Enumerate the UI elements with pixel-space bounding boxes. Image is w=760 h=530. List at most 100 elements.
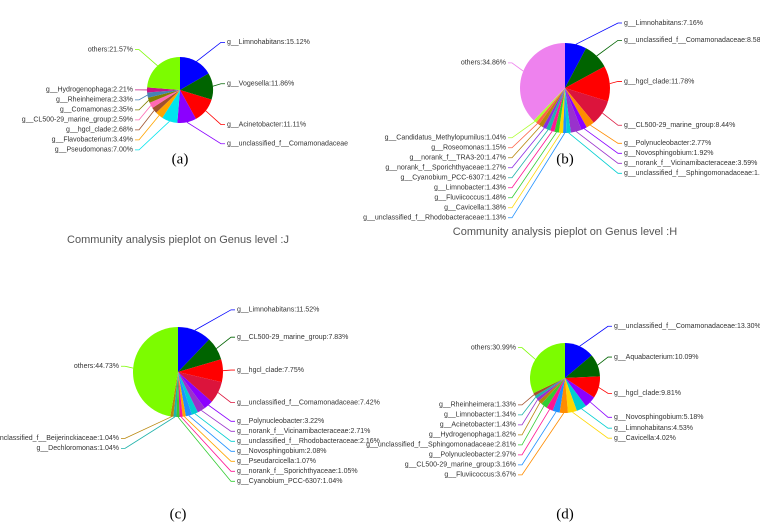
leader-line	[590, 401, 612, 418]
slice-label: g__unclassified_f__Rhodobacteraceae:2.16…	[237, 438, 380, 445]
slice-label: g__Pseudarcicella:1.07%	[237, 458, 316, 465]
panel-caption: (b)	[556, 151, 574, 167]
slice-label: g__Limnohabitans:7.16%	[624, 20, 703, 27]
leader-line	[575, 22, 622, 45]
leader-line	[508, 129, 549, 179]
pie-slice	[178, 359, 224, 383]
leader-line	[121, 365, 134, 369]
leader-line	[508, 62, 524, 72]
slice-label: g__Acinetobacter:11.11%	[227, 121, 306, 128]
leader-line	[590, 124, 622, 144]
pie-slice	[178, 339, 222, 372]
slice-label: g__Novosphingobium:2.08%	[237, 448, 327, 455]
leader-line	[508, 123, 538, 149]
pie-slice	[534, 378, 565, 399]
leader-line	[572, 411, 612, 439]
slice-label: g__CL500-29_marine_group:8.44%	[624, 122, 735, 129]
pie-slice	[530, 343, 565, 394]
slice-label: g__Comamonas:2.35%	[60, 107, 133, 114]
leader-line	[177, 416, 235, 482]
slice-label: g__Fluviicoccus:3.67%	[444, 472, 516, 479]
pie-slice	[178, 372, 205, 413]
pie-slice	[565, 48, 605, 88]
slice-label: g__CL500-29_marine_group:2.59%	[22, 117, 133, 124]
leader-line	[212, 83, 225, 87]
slice-label: g__Limnohabitans:15.12%	[227, 39, 310, 46]
slice-label: g__Flavobacterium:3.49%	[52, 137, 133, 144]
leader-line	[575, 131, 622, 164]
leader-line	[508, 125, 542, 159]
slice-label: g__Limnohabitans:11.52%	[237, 307, 319, 314]
pie-slice	[565, 43, 587, 88]
leader-line	[518, 405, 545, 446]
leader-line	[135, 105, 152, 121]
slice-label: g__unclassified_f__Comamonadaceae:7.42%	[237, 399, 380, 406]
slice-label: g__Limnobacter:1.34%	[444, 412, 516, 419]
leader-line	[609, 81, 622, 84]
slice-label: g__Rheinheimera:2.33%	[56, 97, 133, 104]
slice-label: g__Limnohabitans:4.53%	[614, 425, 693, 432]
pie-slice	[565, 88, 594, 128]
leader-line	[581, 408, 612, 429]
slice-label: g__Cyanobium_PCC-6307:1.04%	[237, 478, 342, 485]
pie-slice	[147, 90, 180, 98]
chart-title: Community analysis pieplot on Genus leve…	[67, 234, 289, 246]
leader-line	[180, 416, 235, 472]
pie-slice	[565, 88, 608, 123]
leader-line	[508, 127, 545, 169]
leader-line	[568, 132, 622, 174]
pie-slice	[536, 88, 565, 125]
pie-slice	[533, 378, 565, 396]
slice-label: g__Candidatus_Methylopumilus:1.04%	[385, 135, 506, 142]
pie-slice	[536, 378, 565, 401]
leader-line	[135, 94, 148, 101]
leader-line	[518, 396, 537, 416]
pie-slice	[546, 378, 565, 411]
slice-label: g__Limnobacter:1.43%	[434, 185, 506, 192]
leader-line	[518, 412, 565, 476]
panel-caption: (a)	[172, 151, 189, 167]
pie-slice	[180, 90, 212, 119]
slice-label: g__unclassified_f__Rhodobacteraceae:1.13…	[363, 215, 506, 222]
slice-label: g__Rheinheimera:1.33%	[439, 402, 516, 409]
slice-label: g__Roseomonas:1.15%	[431, 145, 506, 152]
pie-slice	[538, 378, 565, 404]
leader-line	[188, 415, 235, 452]
leader-line	[596, 39, 622, 57]
pie-slice	[546, 88, 565, 131]
leader-line	[508, 121, 536, 139]
slice-label: g__Hydrogenophaga:1.82%	[429, 432, 516, 439]
slice-label: g__norank_f__Vicinamibacteraceae:3.59%	[624, 160, 757, 167]
slice-label: g__Aquabacterium:10.09%	[614, 354, 698, 361]
slice-label: g__norank_f__Sporichthyaceae:1.05%	[237, 468, 358, 475]
pie-slice	[552, 378, 565, 413]
leader-line	[194, 309, 235, 331]
leader-line	[121, 416, 176, 449]
pie-slice	[149, 90, 180, 109]
leader-line	[208, 404, 235, 422]
leader-line	[508, 130, 553, 189]
leader-line	[583, 128, 622, 154]
leader-line	[518, 402, 541, 436]
pie-slice	[565, 378, 595, 407]
pie-slice	[147, 87, 180, 93]
leader-line	[579, 325, 612, 347]
slice-label: g__hgcl_clade:7.75%	[237, 367, 304, 374]
leader-line	[135, 49, 158, 67]
leader-line	[201, 410, 235, 432]
pie-slice	[550, 88, 565, 132]
leader-line	[602, 112, 622, 126]
slice-label: g__unclassified_f__Comamonadaceae:13.30%	[614, 323, 760, 330]
slice-label: g__Novosphingobium:1.92%	[624, 150, 714, 157]
leader-line	[135, 120, 170, 151]
pie-slice	[152, 90, 180, 113]
slice-label: g__Cyanobium_PCC-6307:1.42%	[401, 175, 506, 182]
slice-label: g__unclassified_f__Comamonadaceae:8.58%	[624, 37, 760, 44]
slice-label: g__Cavicella:4.02%	[614, 435, 676, 442]
slice-label: g__norank_f__Sporichthyaceae:1.27%	[385, 165, 506, 172]
pie-slice	[538, 88, 565, 128]
leader-line	[508, 132, 566, 219]
leader-line	[183, 416, 235, 462]
pie-slice	[178, 372, 198, 415]
